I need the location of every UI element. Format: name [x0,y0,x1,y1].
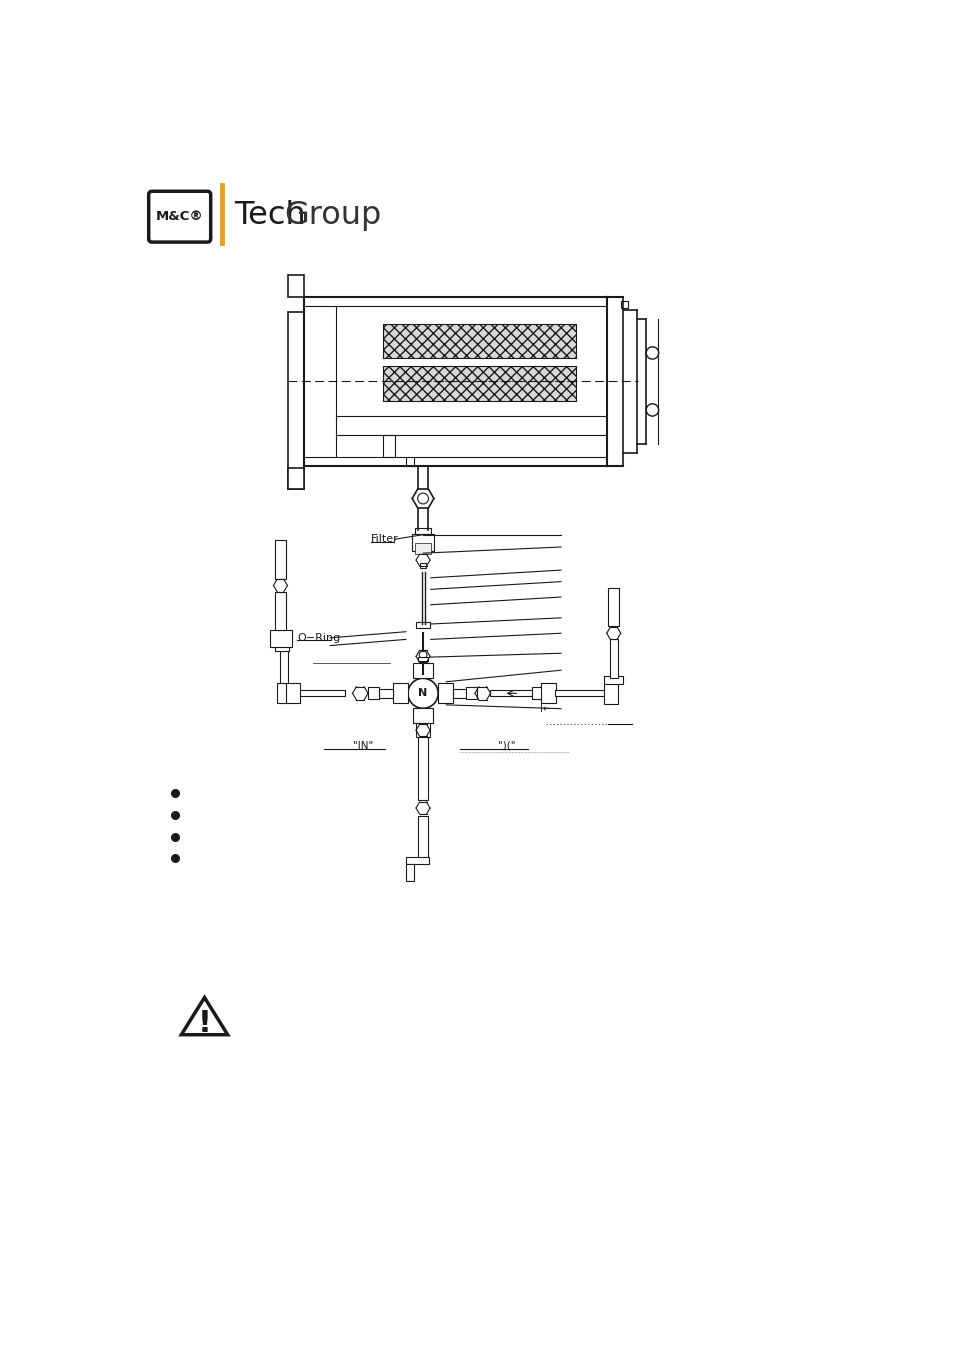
Text: ")(": ")(" [497,741,515,751]
Bar [413,709,433,724]
Bar [393,683,408,703]
Text: N: N [418,688,427,698]
Text: Tech: Tech [233,200,305,231]
Bar [288,312,303,489]
Bar [540,683,556,703]
Bar [417,657,428,661]
Text: !: ! [197,1010,212,1038]
Bar [603,683,617,705]
Bar [413,663,433,678]
FancyBboxPatch shape [149,192,211,242]
Text: Filter: Filter [371,535,398,544]
Bar [412,533,434,551]
Bar [270,630,292,647]
Bar [291,690,344,697]
Bar [531,687,542,699]
Bar [465,687,476,699]
Bar [609,640,617,678]
Text: "IN": "IN" [353,741,374,751]
Bar [276,683,286,703]
Bar [382,366,576,401]
Bar [288,467,303,489]
Circle shape [418,651,427,659]
Bar [416,622,430,628]
Bar [418,815,427,861]
Bar [608,587,618,626]
Bar [368,687,378,699]
Bar [415,528,431,533]
Bar [620,301,627,308]
Bar [382,324,576,358]
Text: O−Ring: O−Ring [297,633,340,643]
Bar [417,533,428,537]
Bar [415,543,431,554]
Bar [406,864,414,882]
Bar [453,688,467,698]
Bar [406,856,429,864]
Circle shape [645,404,658,416]
Polygon shape [181,998,228,1034]
Bar [274,643,289,651]
Bar [280,645,288,683]
Text: I←: I← [539,703,551,714]
Bar [437,683,453,703]
Circle shape [417,493,428,504]
Bar [555,690,604,697]
Bar [274,540,286,579]
Bar [419,563,426,568]
Bar [490,690,533,697]
Bar [603,676,622,684]
Bar [288,275,303,297]
Text: M&C®: M&C® [155,211,203,223]
Bar [284,683,299,703]
Circle shape [408,678,437,709]
Bar [274,591,286,630]
Text: Group: Group [284,200,381,231]
Bar [418,737,427,801]
Circle shape [645,347,658,359]
Bar [416,724,430,737]
Bar [378,688,393,698]
